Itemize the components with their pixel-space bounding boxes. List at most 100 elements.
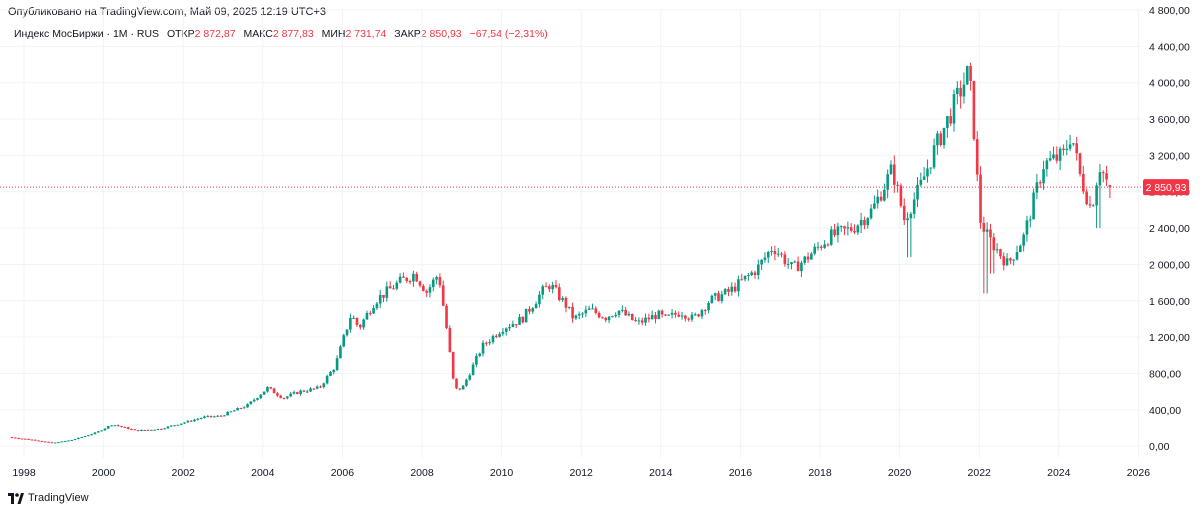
candle-body [1028,219,1032,221]
candle-body [1082,173,1085,192]
candle-body [17,438,20,440]
candle-body [627,313,631,316]
candle-body [541,286,545,295]
candle-body [750,272,753,276]
y-axis[interactable]: 0,00 400,00 800,00 1 200,00 1 600,00 2 000,00… [1149,5,1190,453]
candle-body [826,244,830,246]
instrument-name[interactable]: Индекс МосБиржи · 1М · RUS [14,28,160,40]
candle-body [475,355,478,365]
candle-body [647,317,651,320]
candle-body [269,387,273,389]
candle-body [96,431,100,433]
candle-body [1015,252,1019,260]
candle-body [309,388,312,392]
candle-body [60,441,64,443]
candle-body [803,256,807,263]
candle-body [849,227,853,231]
candle-body [166,426,170,429]
candle-body [468,375,472,380]
candle-body [332,369,336,373]
candle-body [173,425,176,427]
candle-body [952,93,956,124]
candle-body [365,312,369,320]
candle-body [863,220,866,226]
candle-body [773,251,777,255]
candle-body [183,422,186,424]
y-tick-label: 3 200,00 [1149,150,1190,162]
x-tick-label: 2006 [331,467,355,479]
candle-body [299,390,302,395]
candle-body [50,442,54,444]
candle-body [455,378,458,389]
candle-body [279,395,283,399]
candle-body [823,244,826,248]
candle-body [329,372,332,376]
change-value: −67,54 (−2,31%) [469,28,548,40]
candle-body [359,324,362,328]
candle-body [558,287,561,301]
x-tick-label: 2000 [92,467,116,479]
candle-body [295,392,299,395]
candle-body [1009,258,1012,261]
x-axis[interactable]: 1998 2000 2002 2004 2006 2008 2010 2012 2014 2016… [12,467,1150,479]
candle-body [979,174,982,223]
candle-body [103,428,107,431]
candle-body [206,415,210,417]
high-label: МАКС [243,28,273,40]
candle-body [1068,144,1072,149]
candle-body [640,320,644,323]
candle-body [461,385,465,390]
candle-body [1058,148,1062,161]
candle-body [956,87,959,94]
x-tick-label: 2022 [968,467,992,479]
candle-body [561,297,564,301]
candle-body [488,342,491,344]
candle-body [282,398,286,400]
candle-body [521,316,525,323]
low-value: 2 731,74 [345,28,387,40]
candle-body [1062,148,1065,151]
candle-body [577,314,581,316]
candle-body [916,184,919,200]
candle-body [305,391,309,393]
candle-body [906,218,909,221]
candle-body [999,249,1002,257]
candle-body [564,297,568,308]
candle-body [451,351,455,379]
candle-body [40,440,44,442]
candle-body [959,87,962,97]
candle-body [1098,172,1102,186]
candle-body [471,364,475,376]
candle-body [501,331,505,334]
candle-body [919,179,923,185]
candle-body [544,286,548,288]
y-tick-label: 3 600,00 [1149,114,1190,126]
candle-body [116,425,120,427]
candle-body [820,246,823,248]
candle-body [1105,173,1108,180]
tradingview-brand[interactable]: TradingView [8,492,89,504]
y-tick-label: 800,00 [1149,368,1181,380]
candle-body [1038,182,1042,184]
candle-body [315,386,319,389]
candle-body [932,145,936,168]
candle-body [674,312,677,315]
candle-body [584,309,588,314]
candle-body [670,312,674,315]
candle-body [239,407,243,409]
candle-body [946,116,949,128]
candle-body [478,353,482,356]
candle-body [73,439,77,441]
candle-body [266,387,269,392]
candle-body [949,116,952,124]
candle-body [611,316,614,318]
candle-body [813,246,816,254]
candle-body [853,230,856,233]
candle-body [554,285,558,288]
candle-body [226,411,229,416]
candle-body [896,184,899,186]
candle-body [1101,172,1105,174]
open-label: ОТКР [166,28,195,40]
x-tick-label: 2024 [1047,467,1071,479]
